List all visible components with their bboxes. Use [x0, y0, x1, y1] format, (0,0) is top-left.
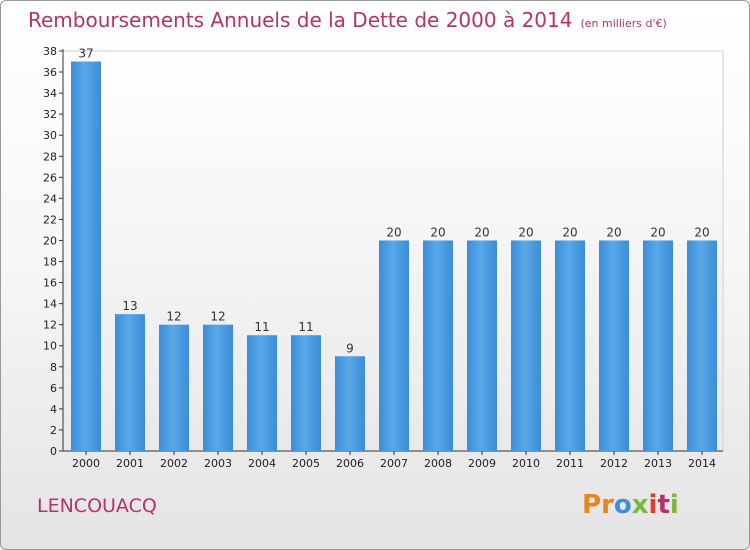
- x-tick-label-2005: 2005: [292, 457, 320, 470]
- y-tick-label: 34: [43, 87, 57, 100]
- data-label-2009: 20: [474, 225, 489, 239]
- x-tick-label-2014: 2014: [688, 457, 716, 470]
- bar-2006: [335, 356, 365, 451]
- bar-2014: [687, 240, 717, 451]
- y-tick-label: 38: [43, 45, 57, 58]
- data-label-2004: 11: [254, 320, 269, 334]
- bar-2013: [643, 240, 673, 451]
- data-label-2003: 12: [210, 310, 225, 324]
- x-tick-label-2006: 2006: [336, 457, 364, 470]
- y-tick-label: 8: [50, 361, 57, 374]
- bar-2001: [115, 314, 145, 451]
- y-tick-label: 36: [43, 66, 57, 79]
- bar-2002: [159, 324, 189, 451]
- y-tick-label: 30: [43, 129, 57, 142]
- y-tick-label: 22: [43, 213, 57, 226]
- data-label-2001: 13: [122, 299, 137, 313]
- data-label-2005: 11: [298, 320, 313, 334]
- y-tick-label: 6: [50, 382, 57, 395]
- logo-letter: i: [648, 490, 658, 520]
- y-tick-label: 32: [43, 108, 57, 121]
- logo-letter: t: [657, 490, 670, 520]
- bar-2000: [71, 61, 101, 452]
- data-label-2012: 20: [606, 225, 621, 239]
- bar-2008: [423, 240, 453, 451]
- data-label-2011: 20: [562, 225, 577, 239]
- x-tick-label-2004: 2004: [248, 457, 276, 470]
- y-tick-label: 0: [50, 445, 57, 458]
- x-tick-label-2003: 2003: [204, 457, 232, 470]
- bar-2003: [203, 324, 233, 451]
- bar-2011: [555, 240, 585, 451]
- place-name: LENCOUACQ: [37, 495, 157, 517]
- y-tick-label: 2: [50, 424, 57, 437]
- bar-2010: [511, 240, 541, 451]
- chart-title: Remboursements Annuels de la Dette de 20…: [28, 8, 667, 32]
- y-tick-label: 16: [43, 277, 57, 290]
- data-label-2008: 20: [430, 225, 445, 239]
- y-tick-label: 12: [43, 319, 57, 332]
- data-label-2000: 37: [78, 47, 93, 61]
- x-tick-label-2002: 2002: [160, 457, 188, 470]
- x-tick-label-2008: 2008: [424, 457, 452, 470]
- bar-2005: [291, 335, 321, 451]
- y-tick-label: 20: [43, 234, 57, 247]
- x-tick-label-2012: 2012: [600, 457, 628, 470]
- bar-2012: [599, 240, 629, 451]
- logo-letter: o: [613, 490, 632, 520]
- y-tick-label: 14: [43, 298, 57, 311]
- data-label-2007: 20: [386, 225, 401, 239]
- y-tick-label: 4: [50, 403, 57, 416]
- x-tick-label-2013: 2013: [644, 457, 672, 470]
- data-label-2013: 20: [650, 225, 665, 239]
- data-label-2002: 12: [166, 310, 181, 324]
- logo-letter: P: [582, 490, 602, 520]
- logo-letter: i: [669, 490, 679, 520]
- logo-letter: x: [631, 490, 649, 520]
- bar-2009: [467, 240, 497, 451]
- bar-2007: [379, 240, 409, 451]
- y-tick-label: 18: [43, 256, 57, 269]
- x-tick-label-2000: 2000: [72, 457, 100, 470]
- title-text: Remboursements Annuels de la Dette de 20…: [28, 8, 573, 32]
- x-tick-label-2009: 2009: [468, 457, 496, 470]
- x-tick-label-2001: 2001: [116, 457, 144, 470]
- bar-2004: [247, 335, 277, 451]
- y-tick-label: 10: [43, 340, 57, 353]
- data-label-2014: 20: [694, 225, 709, 239]
- x-tick-label-2010: 2010: [512, 457, 540, 470]
- y-tick-label: 26: [43, 171, 57, 184]
- x-tick-label-2011: 2011: [556, 457, 584, 470]
- data-label-2010: 20: [518, 225, 533, 239]
- x-tick-label-2007: 2007: [380, 457, 408, 470]
- unit-label: (en milliers d'€): [580, 17, 667, 30]
- logo-letter: r: [601, 490, 614, 520]
- proxiti-logo: Proxiti: [582, 490, 679, 520]
- y-tick-label: 24: [43, 192, 57, 205]
- data-label-2006: 9: [346, 341, 354, 355]
- y-tick-label: 28: [43, 150, 57, 163]
